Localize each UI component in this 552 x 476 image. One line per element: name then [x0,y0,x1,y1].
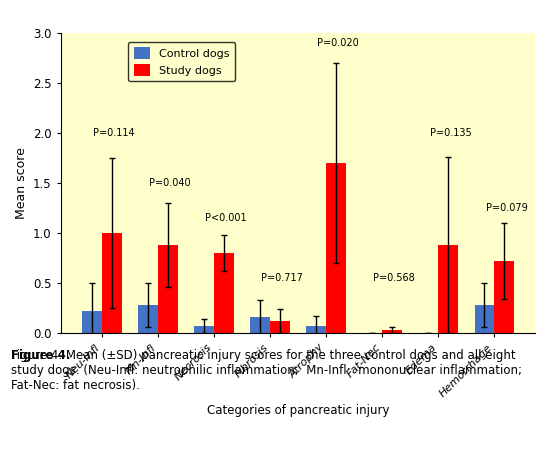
Text: Figure 4. Mean (±SD) pancreatic injury scores for the three control dogs and all: Figure 4. Mean (±SD) pancreatic injury s… [11,349,522,392]
Bar [494,261,514,333]
Bar [194,326,214,333]
X-axis label: Categories of pancreatic injury: Categories of pancreatic injury [207,404,389,417]
Bar [251,317,270,333]
Bar [326,163,346,333]
Bar [158,245,178,333]
Bar [82,311,102,333]
Text: P=0.114: P=0.114 [93,128,135,139]
Legend: Control dogs, Study dogs: Control dogs, Study dogs [128,42,235,81]
Bar [475,305,494,333]
Bar [139,305,158,333]
Text: P=0.079: P=0.079 [486,203,527,213]
Bar [102,233,121,333]
Bar [382,330,402,333]
Bar [214,253,233,333]
Text: P=0.717: P=0.717 [261,273,303,283]
Bar [270,321,290,333]
Text: P<0.001: P<0.001 [205,213,247,223]
Text: P=0.135: P=0.135 [429,128,471,139]
Text: P=0.040: P=0.040 [149,178,191,188]
Bar [306,326,326,333]
Text: P=0.020: P=0.020 [317,38,359,49]
Bar [438,245,458,333]
Y-axis label: Mean score: Mean score [14,148,28,219]
Text: Figure 4.: Figure 4. [11,349,71,362]
Text: P=0.568: P=0.568 [374,273,415,283]
